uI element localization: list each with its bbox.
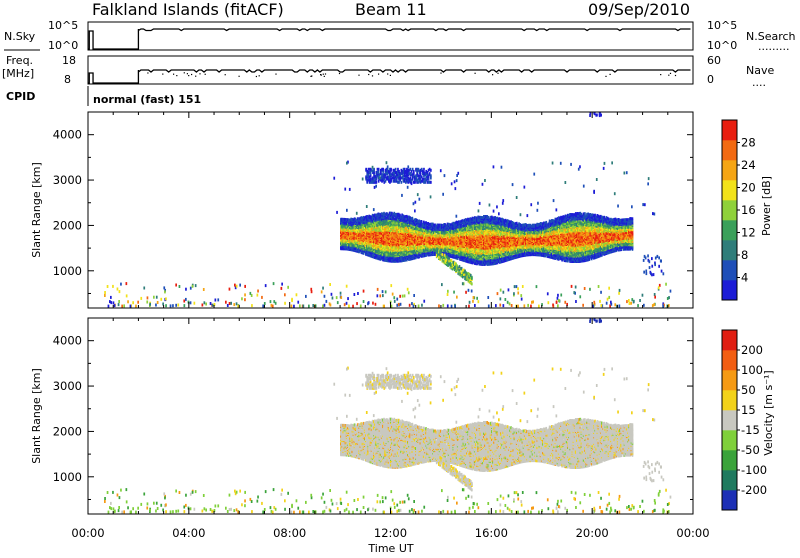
nave-point [323,74,324,75]
nave-point [311,75,312,76]
nave-point [325,73,326,74]
nave-point [176,75,177,76]
noise-strip: N.Sky 10^5 10^0 10^5 10^0 N.Search .....… [4,19,796,53]
nave-point [358,75,359,76]
nave-point [320,74,321,75]
nave-point [675,75,676,76]
nave-point [195,76,196,77]
nave-point [199,73,200,74]
nave-point [670,73,671,74]
nave-point [225,74,226,75]
nave-point [610,74,611,75]
nave-point [497,73,498,74]
beam-label: Beam 11 [355,0,427,19]
freq-label-2: [MHz] [2,67,34,80]
nave-tick-bottom: 0 [707,73,714,86]
nave-point [387,73,388,74]
nsky-tick-top: 10^5 [48,19,78,32]
nave-point [188,75,189,76]
nave-point [162,74,163,75]
nave-point [492,74,493,75]
nave-point [390,75,391,76]
noise-strip-frame [88,22,693,50]
freq-tick-bottom: 8 [64,73,71,86]
nsky-tick-bottom: 10^0 [48,39,78,52]
nave-point [275,74,276,75]
date-label: 09/Sep/2010 [588,0,690,19]
nave-point [184,72,185,73]
nave-point [191,74,192,75]
nsky-series [88,29,691,49]
cpid-label: CPID [6,90,35,103]
nave-point [205,74,206,75]
station-title: Falkland Islands (fitACF) [92,0,284,19]
nave-point [605,76,606,77]
nave-dots: .... [752,76,766,89]
freq-tick-top: 18 [62,54,76,67]
nave-point [668,75,669,76]
nave-point [147,72,148,73]
freq-label-1: Freq. [6,54,33,67]
nave-point [324,76,325,77]
nave-point [368,74,369,75]
freq-strip: Freq. [MHz] 18 8 60 0 Nave .... [2,54,774,89]
nave-point [173,74,174,75]
power-cell [412,217,414,220]
nsearch-tick-bottom: 10^0 [707,39,737,52]
power-cells [104,112,671,308]
nave-point [339,73,340,74]
nave-point [660,74,661,75]
nsearch-dots: ......... [758,40,789,53]
nave-point [239,76,240,77]
nave-point [475,73,476,74]
nsearch-tick-top: 10^5 [707,19,737,32]
cpid-text: normal (fast) 151 [93,93,201,106]
nave-point [187,73,188,74]
nave-point [440,73,441,74]
freq-series [88,70,691,83]
nave-point [256,76,257,77]
nave-point [259,75,260,76]
nave-point [372,75,373,76]
nsky-label: N.Sky [4,30,36,43]
nave-tick-top: 60 [707,54,721,67]
power-cell [421,220,423,223]
nave-point [378,74,379,75]
